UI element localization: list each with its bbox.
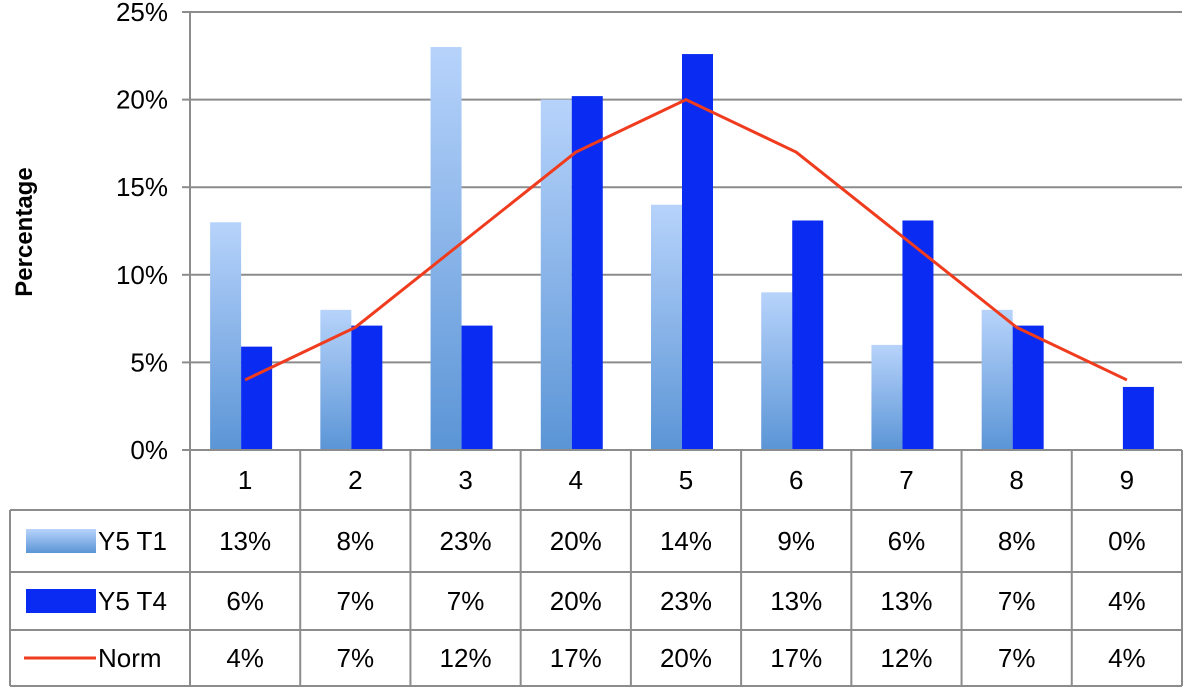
data-label: 0% xyxy=(1108,526,1146,556)
x-tick-label: 7 xyxy=(899,465,913,495)
y-axis: 0% 5% 10% 15% 20% 25% xyxy=(116,0,191,465)
bar-y5-t1 xyxy=(981,309,1013,450)
data-label: 6% xyxy=(888,526,926,556)
bar-y5-t4 xyxy=(682,54,713,450)
y-tick-label: 15% xyxy=(116,172,168,202)
x-tick-label: 4 xyxy=(569,465,583,495)
bar-y5-t1 xyxy=(761,292,793,450)
legend-label: Y5 T1 xyxy=(98,526,167,556)
data-label: 20% xyxy=(550,526,602,556)
data-label: 7% xyxy=(998,643,1036,673)
bar-y5-t4 xyxy=(1122,386,1154,450)
x-tick-label: 9 xyxy=(1120,465,1134,495)
x-tick-label: 6 xyxy=(789,465,803,495)
data-label: 17% xyxy=(550,643,602,673)
bar-y5-t4 xyxy=(351,325,383,450)
x-tick-label: 5 xyxy=(679,465,693,495)
data-label: 12% xyxy=(440,643,492,673)
data-label: 13% xyxy=(880,586,932,616)
x-tick-label: 8 xyxy=(1009,465,1023,495)
data-label: 14% xyxy=(660,526,712,556)
data-label: 4% xyxy=(1108,643,1146,673)
data-label: 23% xyxy=(440,526,492,556)
data-label: 13% xyxy=(770,586,822,616)
bar-y5-t1 xyxy=(210,222,242,450)
x-tick-label: 1 xyxy=(238,465,252,495)
series-line-norm xyxy=(244,97,1128,382)
data-label: 6% xyxy=(226,586,264,616)
bar-y5-t4 xyxy=(792,220,824,450)
legend-label: Norm xyxy=(98,643,162,673)
data-label: 7% xyxy=(337,586,375,616)
x-tick-label: 3 xyxy=(458,465,472,495)
data-label: 12% xyxy=(880,643,932,673)
bar-y5-t4 xyxy=(571,96,603,450)
data-label: 4% xyxy=(1108,586,1146,616)
y-axis-title: Percentage xyxy=(11,167,38,296)
data-label: 7% xyxy=(447,586,485,616)
bar-y5-t1 xyxy=(651,204,682,450)
bar-y5-t4 xyxy=(902,220,934,450)
y-tick-label: 5% xyxy=(130,347,168,377)
data-label: 7% xyxy=(337,643,375,673)
legend-key xyxy=(26,529,96,553)
y-tick-label: 0% xyxy=(130,435,168,465)
bar-y5-t1 xyxy=(540,99,572,450)
legend-key xyxy=(26,589,96,613)
bars xyxy=(210,47,1154,450)
data-label: 7% xyxy=(998,586,1036,616)
bar-y5-t4 xyxy=(461,325,493,450)
data-label: 13% xyxy=(219,526,271,556)
y-tick-label: 10% xyxy=(116,260,168,290)
data-table: 1 2 3 4 5 6 7 8 9 Y5 T1 13% 8% 23% 20% 14% 9% 6% 8% 0% Y5 T… xyxy=(9,449,1183,687)
data-label: 23% xyxy=(660,586,712,616)
bar-y5-t4 xyxy=(1012,325,1044,450)
data-label: 20% xyxy=(550,586,602,616)
data-label: 9% xyxy=(777,526,815,556)
y-tick-label: 25% xyxy=(116,0,168,27)
bar-y5-t1 xyxy=(871,344,903,450)
data-label: 20% xyxy=(660,643,712,673)
bar-y5-t4 xyxy=(241,346,273,450)
data-label: 8% xyxy=(337,526,375,556)
data-label: 8% xyxy=(998,526,1036,556)
data-label: 17% xyxy=(770,643,822,673)
y-tick-label: 20% xyxy=(116,85,168,115)
x-tick-label: 2 xyxy=(348,465,362,495)
norm-line xyxy=(244,97,1128,382)
data-label: 4% xyxy=(226,643,264,673)
legend-label: Y5 T4 xyxy=(98,586,167,616)
